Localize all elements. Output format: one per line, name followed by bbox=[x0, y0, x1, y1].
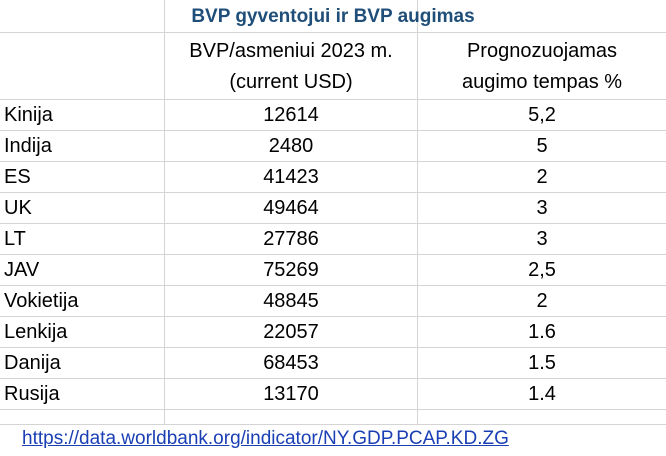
growth-cell: 5 bbox=[536, 135, 548, 157]
header-gdp-per-capita: BVP/asmeniui 2023 m. (current USD) bbox=[165, 36, 417, 100]
gridline bbox=[0, 347, 666, 348]
gridline bbox=[0, 316, 666, 317]
table-row: Indija 2480 5 bbox=[0, 131, 666, 162]
gridline bbox=[0, 130, 666, 131]
gdp-cell: 49464 bbox=[263, 197, 319, 219]
growth-cell: 1.4 bbox=[528, 383, 556, 405]
growth-cell: 1.6 bbox=[528, 321, 556, 343]
country-cell: Kinija bbox=[4, 104, 53, 126]
header-growth-line1: Prognozuojamas bbox=[466, 40, 618, 62]
gdp-cell: 68453 bbox=[263, 352, 319, 374]
gridline bbox=[0, 161, 666, 162]
table-row: Rusija 13170 1.4 bbox=[0, 379, 666, 410]
gridline bbox=[0, 254, 666, 255]
gdp-cell: 41423 bbox=[263, 166, 319, 188]
gdp-cell: 12614 bbox=[263, 104, 319, 126]
growth-cell: 2,5 bbox=[528, 259, 556, 281]
gdp-cell: 48845 bbox=[263, 290, 319, 312]
gridline bbox=[417, 0, 418, 424]
gridline bbox=[164, 0, 165, 424]
growth-cell: 2 bbox=[536, 290, 548, 312]
table-row: ES 41423 2 bbox=[0, 162, 666, 193]
table-row: JAV 75269 2,5 bbox=[0, 255, 666, 286]
header-gdp-line1: BVP/asmeniui 2023 m. bbox=[189, 40, 393, 62]
gridline bbox=[0, 409, 666, 410]
header-gdp-line2: (current USD) bbox=[229, 71, 353, 93]
country-cell: Indija bbox=[4, 135, 52, 157]
table-row: Kinija 12614 5,2 bbox=[0, 100, 666, 131]
table-row: Lenkija 22057 1.6 bbox=[0, 317, 666, 348]
growth-cell: 3 bbox=[536, 228, 548, 250]
gridline bbox=[0, 378, 666, 379]
gridline bbox=[0, 32, 666, 33]
gdp-cell: 75269 bbox=[263, 259, 319, 281]
country-cell: UK bbox=[4, 197, 32, 219]
country-cell: Rusija bbox=[4, 383, 60, 405]
table-row: UK 49464 3 bbox=[0, 193, 666, 224]
table-row: LT 27786 3 bbox=[0, 224, 666, 255]
country-cell: ES bbox=[4, 166, 31, 188]
header-growth-line2: augimo tempas % bbox=[461, 71, 623, 93]
gdp-cell: 2480 bbox=[268, 135, 314, 157]
country-cell: LT bbox=[4, 228, 26, 250]
table-title: BVP gyventojui ir BVP augimas bbox=[191, 6, 475, 27]
gridline bbox=[0, 99, 666, 100]
growth-cell: 3 bbox=[536, 197, 548, 219]
gridline bbox=[0, 192, 666, 193]
header-growth-rate: Prognozuojamas augimo tempas % bbox=[418, 36, 666, 100]
source-link[interactable]: https://data.worldbank.org/indicator/NY.… bbox=[22, 428, 509, 449]
gridline bbox=[0, 424, 666, 425]
gridline bbox=[0, 223, 666, 224]
growth-cell: 5,2 bbox=[528, 104, 556, 126]
country-cell: Lenkija bbox=[4, 321, 68, 343]
gdp-cell: 13170 bbox=[263, 383, 319, 405]
gdp-cell: 27786 bbox=[263, 228, 319, 250]
gdp-cell: 22057 bbox=[263, 321, 319, 343]
country-cell: Danija bbox=[4, 352, 61, 374]
table-row: Vokietija 48845 2 bbox=[0, 286, 666, 317]
growth-cell: 1.5 bbox=[528, 352, 556, 374]
table-row: Danija 68453 1.5 bbox=[0, 348, 666, 379]
country-cell: JAV bbox=[4, 259, 40, 281]
growth-cell: 2 bbox=[536, 166, 548, 188]
country-cell: Vokietija bbox=[4, 290, 79, 312]
gridline bbox=[0, 285, 666, 286]
